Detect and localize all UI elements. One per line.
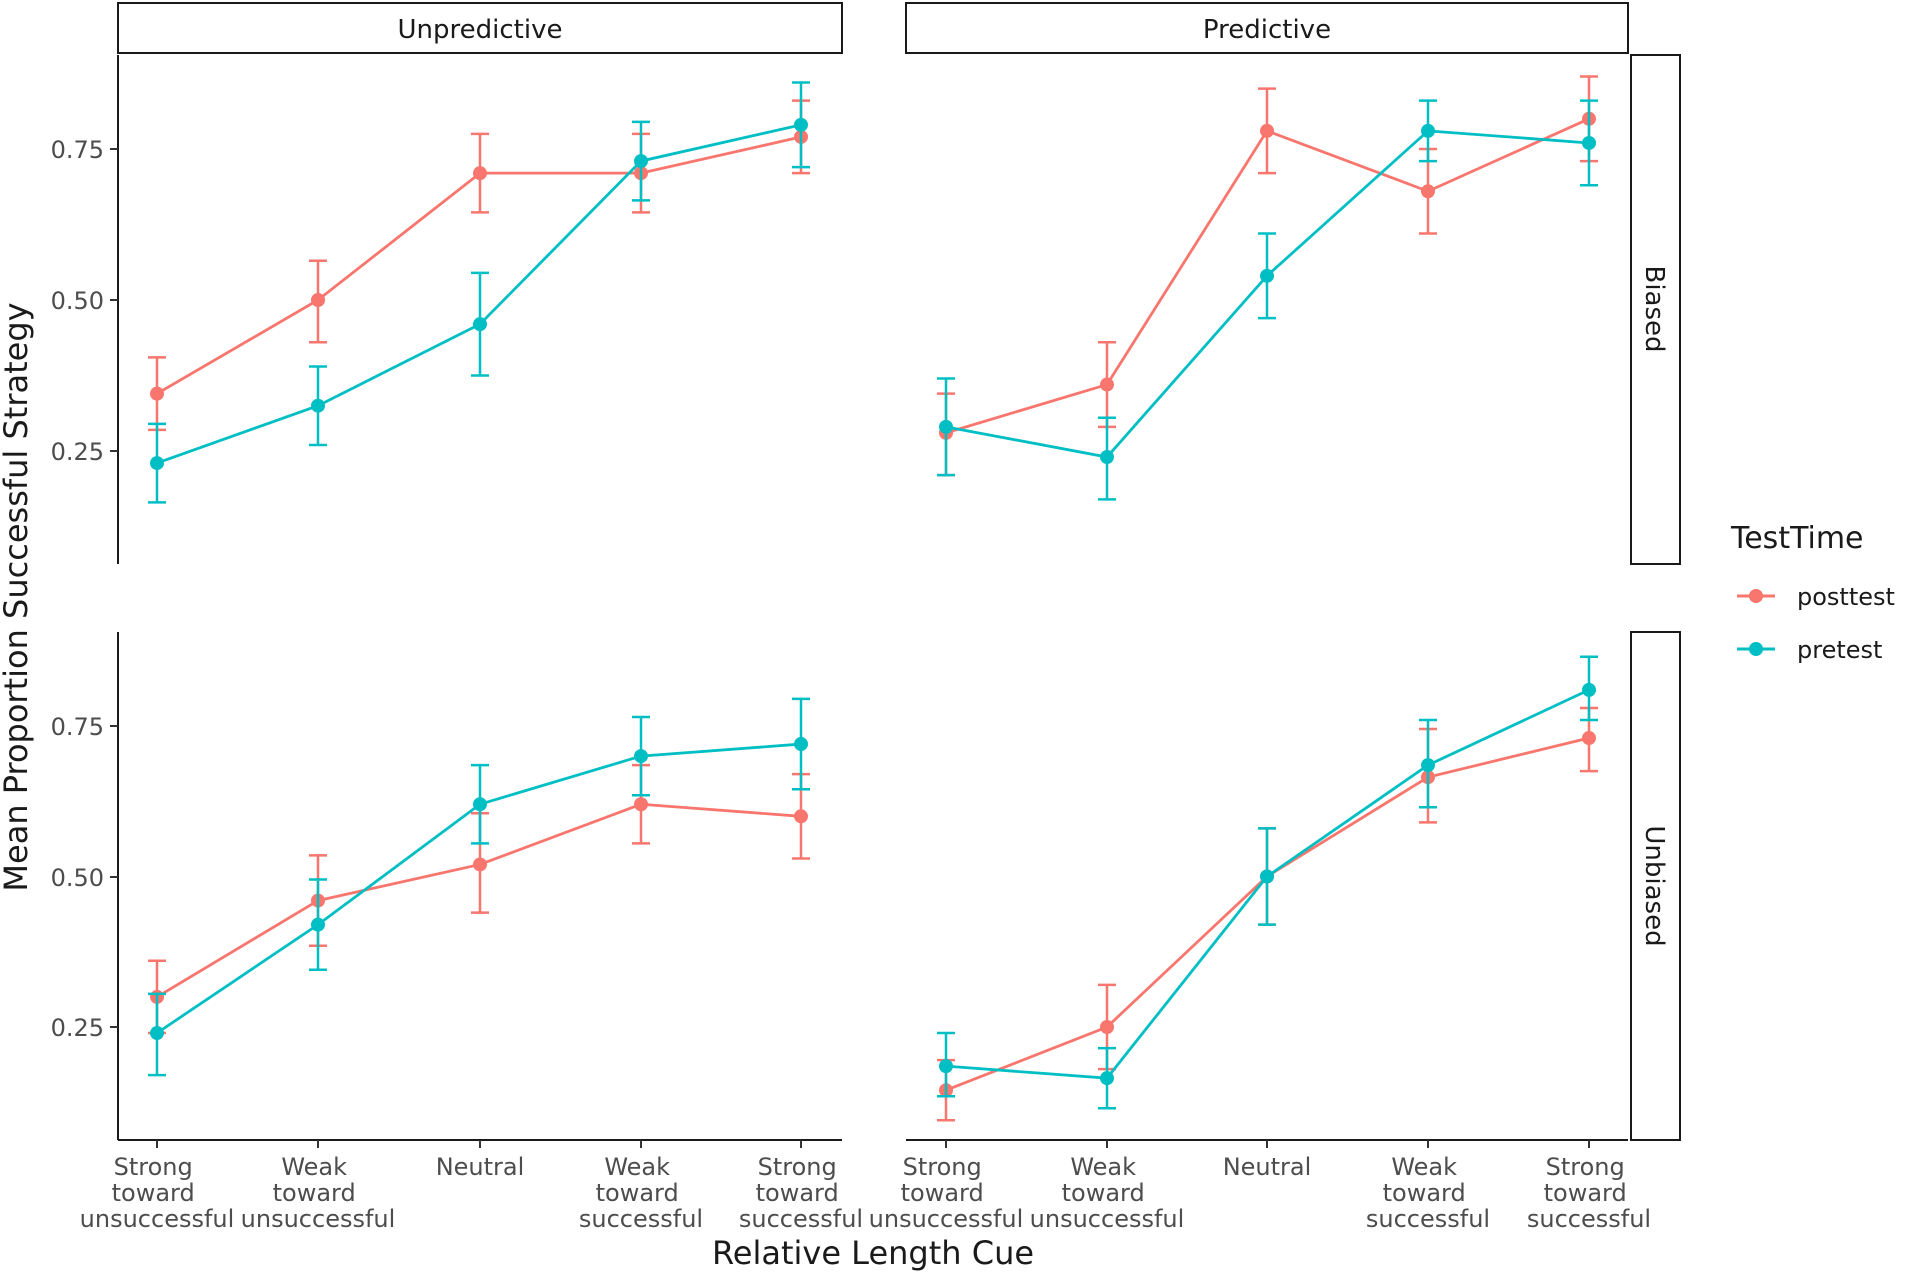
data-point-pretest xyxy=(794,737,808,752)
data-point-posttest xyxy=(1260,123,1274,138)
chart-data-layer xyxy=(148,75,1598,1122)
data-point-pretest xyxy=(1100,1071,1114,1086)
x-ticks-left: Strong toward unsuccessful Weak toward u… xyxy=(80,1140,863,1233)
y-tick-label: 0.50 xyxy=(51,864,104,892)
y-axis-title: Mean Proportion Successful Strategy xyxy=(0,302,35,891)
x-tick-label-neutral: Neutral xyxy=(436,1153,525,1181)
data-point-pretest xyxy=(150,1026,164,1041)
legend-swatch-dot xyxy=(1749,589,1763,603)
data-point-pretest xyxy=(473,797,487,812)
data-point-posttest xyxy=(150,386,164,401)
y-ticks-bottom: 0.75 0.50 0.25 xyxy=(51,713,118,1042)
panel-unpredictive-unbiased xyxy=(148,697,810,1077)
data-point-pretest xyxy=(150,456,164,471)
data-point-pretest xyxy=(1421,123,1435,138)
data-point-posttest xyxy=(1100,377,1114,392)
x-ticks-right: Strong toward unsuccessful Weak toward u… xyxy=(869,1140,1651,1233)
data-point-posttest xyxy=(311,293,325,307)
data-point-pretest xyxy=(473,317,487,332)
facet-label-biased: Biased xyxy=(1639,265,1669,352)
data-point-pretest xyxy=(939,419,953,434)
x-tick-label-strong-successful: Strong toward successful xyxy=(739,1153,863,1233)
data-point-posttest xyxy=(1421,184,1435,199)
x-tick-label-neutral: Neutral xyxy=(1223,1153,1312,1181)
data-point-posttest xyxy=(1582,731,1596,746)
x-tick-label-weak-successful: Weak toward successful xyxy=(1366,1153,1490,1233)
data-point-pretest xyxy=(794,117,808,132)
panel-predictive-unbiased xyxy=(937,655,1598,1122)
data-point-posttest xyxy=(794,809,808,824)
facet-strip-unpredictive: Unpredictive xyxy=(117,2,843,54)
facet-strip-unbiased: Unbiased xyxy=(1630,631,1681,1141)
panel-predictive-biased xyxy=(937,75,1598,501)
y-tick-label: 0.25 xyxy=(51,438,104,466)
legend-label-posttest: posttest xyxy=(1797,583,1895,611)
data-point-pretest xyxy=(311,917,325,932)
facet-strip-biased: Biased xyxy=(1630,54,1681,565)
legend-item-posttest: posttest xyxy=(1737,583,1895,611)
data-point-pretest xyxy=(939,1059,953,1074)
y-tick-label: 0.75 xyxy=(51,136,104,164)
y-tick-label: 0.50 xyxy=(51,287,104,315)
data-point-pretest xyxy=(1260,869,1274,884)
legend-title: TestTime xyxy=(1730,521,1864,556)
legend: TestTime posttest pretest xyxy=(1730,521,1895,664)
series-posttest xyxy=(148,763,810,1035)
data-point-posttest xyxy=(473,857,487,872)
series-pretest xyxy=(148,81,810,504)
y-tick-label: 0.75 xyxy=(51,713,104,741)
x-tick-label-weak-unsuccessful: Weak toward unsuccessful xyxy=(241,1153,396,1233)
data-point-pretest xyxy=(1100,450,1114,465)
legend-item-pretest: pretest xyxy=(1737,636,1882,664)
data-point-pretest xyxy=(1582,135,1596,150)
data-point-posttest xyxy=(473,166,487,181)
data-point-pretest xyxy=(634,154,648,169)
data-point-pretest xyxy=(1421,758,1435,773)
data-point-posttest xyxy=(1100,1020,1114,1034)
data-point-posttest xyxy=(634,797,648,812)
series-posttest xyxy=(148,99,810,432)
facet-label-unbiased: Unbiased xyxy=(1639,825,1669,946)
x-tick-label-strong-unsuccessful: Strong toward unsuccessful xyxy=(80,1153,235,1233)
series-pretest xyxy=(148,697,810,1077)
legend-label-pretest: pretest xyxy=(1797,636,1882,664)
series-pretest xyxy=(937,655,1598,1110)
series-pretest xyxy=(937,99,1598,501)
facet-label-predictive: Predictive xyxy=(1203,15,1331,45)
x-tick-label-weak-unsuccessful: Weak toward unsuccessful xyxy=(1030,1153,1185,1233)
data-point-pretest xyxy=(1260,268,1274,283)
y-tick-label: 0.25 xyxy=(51,1014,104,1042)
data-point-pretest xyxy=(1582,682,1596,697)
panel-unpredictive-biased xyxy=(148,81,810,504)
data-point-pretest xyxy=(634,749,648,764)
x-axis-title: Relative Length Cue xyxy=(712,1234,1034,1272)
x-tick-label-strong-successful: Strong toward successful xyxy=(1527,1153,1651,1233)
data-point-pretest xyxy=(311,398,325,413)
facet-label-unpredictive: Unpredictive xyxy=(398,15,563,45)
y-ticks-top: 0.75 0.50 0.25 xyxy=(51,136,118,466)
x-tick-label-weak-successful: Weak toward successful xyxy=(579,1153,703,1233)
x-tick-label-strong-unsuccessful: Strong toward unsuccessful xyxy=(869,1153,1024,1233)
legend-swatch-dot xyxy=(1749,642,1763,656)
facet-strip-predictive: Predictive xyxy=(905,2,1629,54)
